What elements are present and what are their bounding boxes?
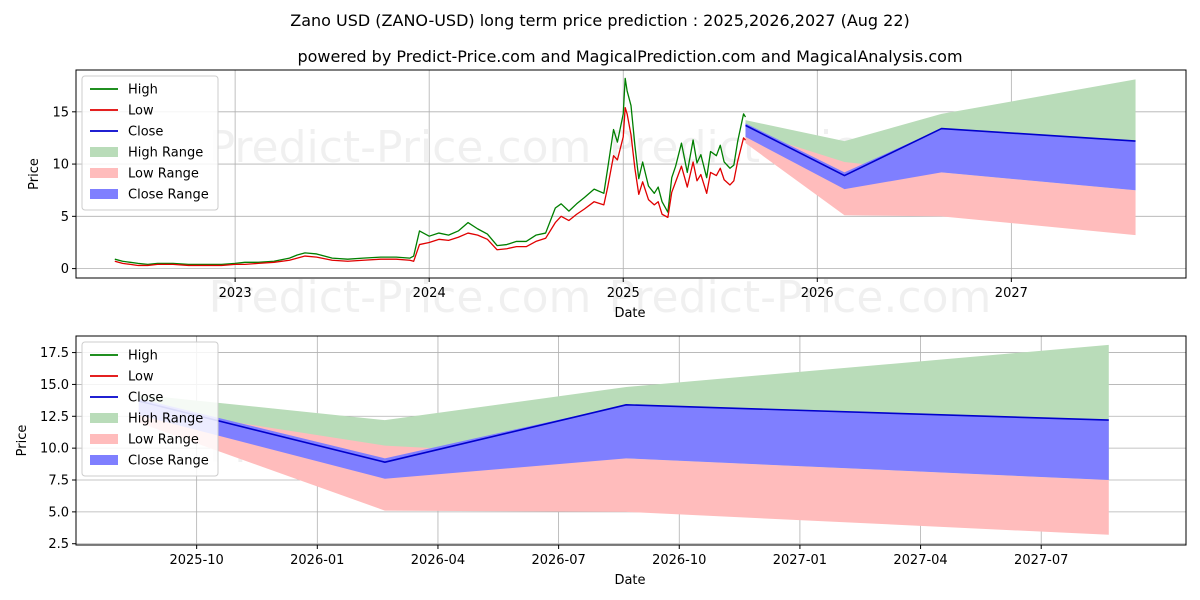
- chart-title: Zano USD (ZANO-USD) long term price pred…: [290, 11, 910, 30]
- x-tick-label: 2024: [413, 286, 446, 301]
- y-tick-label: 10.0: [40, 442, 69, 457]
- legend-label: High Range: [128, 146, 203, 161]
- y-axis-label: Price: [27, 158, 42, 190]
- legend-label: Low: [128, 104, 154, 119]
- x-axis-label: Date: [614, 306, 645, 321]
- close-range-band: [745, 123, 1136, 191]
- legend-label: Close: [128, 391, 163, 406]
- y-tick-label: 7.5: [48, 474, 69, 489]
- legend-label: Close: [128, 125, 163, 140]
- legend-swatch-low-range: [90, 434, 118, 444]
- x-tick-label: 2023: [219, 286, 252, 301]
- x-tick-label: 2026-10: [652, 553, 706, 568]
- y-tick-label: 5.0: [48, 505, 69, 520]
- x-tick-label: 2027-01: [773, 553, 827, 568]
- y-tick-label: 12.5: [40, 410, 69, 425]
- legend-swatch-close-range: [90, 455, 118, 465]
- high-series-line: [114, 77, 747, 266]
- bottom-panel: Predict-Price.comPredict-Price.com2025-1…: [15, 335, 1187, 588]
- x-tick-label: 2026-04: [411, 553, 465, 568]
- axes-frame: [75, 335, 1187, 546]
- legend: High Low Close High Range Low Range Close Ran…: [81, 341, 219, 477]
- legend-label: High Range: [128, 412, 203, 427]
- legend-label: Close Range: [128, 454, 209, 469]
- y-tick-label: 5: [61, 210, 69, 225]
- y-axis-label: Price: [15, 425, 30, 457]
- x-tick-label: 2027-07: [1014, 553, 1068, 568]
- legend-swatch-close-range: [90, 189, 118, 199]
- low-range-band: [138, 407, 1109, 535]
- x-tick-label: 2027: [995, 286, 1028, 301]
- legend-label: High: [128, 349, 158, 364]
- watermark-text: Predict-Price.com: [209, 122, 592, 173]
- legend: High Low Close High Range Low Range Close Ran…: [81, 75, 219, 211]
- y-tick-label: 15.0: [40, 378, 69, 393]
- y-tick-label: 17.5: [40, 346, 69, 361]
- y-tick-label: 2.5: [48, 537, 69, 552]
- x-tick-label: 2025-10: [169, 553, 223, 568]
- x-tick-label: 2027-04: [893, 553, 947, 568]
- x-tick-label: 2026-07: [531, 553, 585, 568]
- legend-label: High: [128, 83, 158, 98]
- y-tick-label: 15: [52, 105, 69, 120]
- x-tick-label: 2026: [801, 286, 834, 301]
- chart-subtitle: powered by Predict-Price.com and Magical…: [297, 47, 962, 66]
- legend-swatch-high-range: [90, 147, 118, 157]
- top-panel: Predict-Price.com Predict-Price.com Predic…: [27, 69, 1187, 323]
- legend-label: Close Range: [128, 188, 209, 203]
- close-range-band: [138, 398, 1109, 481]
- legend-swatch-high-range: [90, 413, 118, 423]
- low-series-line: [114, 106, 746, 267]
- low-range-band: [745, 130, 1136, 236]
- legend-label: Low: [128, 370, 154, 385]
- x-axis-label: Date: [614, 573, 645, 588]
- axes-frame: [75, 69, 1187, 279]
- watermark-text: Predict-Price.com: [609, 272, 992, 323]
- x-tick-label: 2026-01: [290, 553, 344, 568]
- legend-label: Low Range: [128, 167, 199, 182]
- legend-label: Low Range: [128, 433, 199, 448]
- watermark-text: Predict-Price.com: [209, 272, 592, 323]
- legend-swatch-low-range: [90, 168, 118, 178]
- y-tick-label: 10: [52, 158, 69, 173]
- x-tick-label: 2025: [607, 286, 640, 301]
- close-series-line: [138, 400, 1109, 463]
- y-tick-label: 0: [61, 262, 69, 277]
- close-series-line: [745, 124, 1136, 177]
